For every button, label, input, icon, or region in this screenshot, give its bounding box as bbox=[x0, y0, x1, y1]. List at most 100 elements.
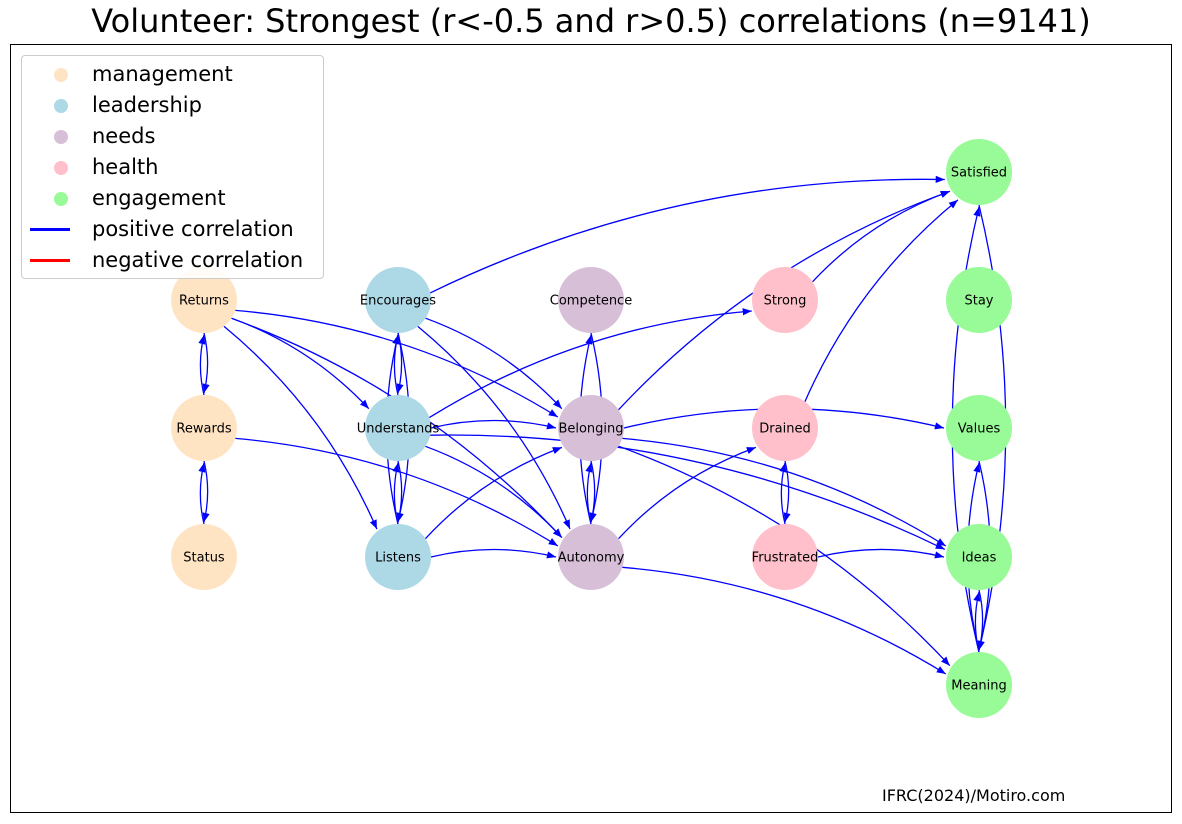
node-circle-autonomy bbox=[558, 524, 624, 590]
legend-marker-leadership bbox=[54, 99, 68, 113]
edge-autonomy-to-drained bbox=[618, 446, 757, 540]
legend-label-leadership: leadership bbox=[92, 93, 202, 117]
node-status: Status bbox=[171, 524, 237, 590]
edge-returns-to-belonging bbox=[235, 309, 559, 418]
legend-label-health: health bbox=[92, 155, 159, 179]
edge-returns-to-understands bbox=[231, 317, 370, 410]
node-understands: Understands bbox=[357, 395, 440, 461]
legend-item-management: management bbox=[22, 59, 322, 90]
legend-label-positive: positive correlation bbox=[92, 217, 294, 241]
edge-returns-to-rewards bbox=[202, 332, 210, 394]
legend-marker-management bbox=[54, 68, 68, 82]
edge-encourages-to-satisfied bbox=[429, 175, 945, 294]
legend-line-negative bbox=[30, 259, 70, 262]
node-stay: Stay bbox=[946, 267, 1012, 333]
edge-ideas-to-meaning bbox=[977, 589, 985, 651]
node-circle-drained bbox=[752, 395, 818, 461]
edge-frustrated-to-ideas bbox=[817, 548, 945, 559]
node-label-rewards: Rewards bbox=[176, 422, 231, 437]
node-frustrated: Frustrated bbox=[752, 524, 819, 590]
node-circle-belonging bbox=[558, 395, 624, 461]
edge-status-to-rewards bbox=[198, 462, 206, 525]
edge-meaning-to-ideas bbox=[973, 591, 981, 653]
node-circle-understands bbox=[365, 395, 431, 461]
edge-belonging-to-ideas bbox=[622, 437, 947, 547]
node-circle-ideas bbox=[946, 524, 1012, 590]
node-label-satisfied: Satisfied bbox=[951, 166, 1007, 181]
node-label-returns: Returns bbox=[179, 294, 229, 309]
credit-text: IFRC(2024)/Motiro.com bbox=[882, 786, 1066, 805]
legend-line-positive bbox=[30, 228, 70, 231]
node-autonomy: Autonomy bbox=[558, 524, 625, 590]
edge-rewards-to-status bbox=[202, 460, 210, 523]
legend-item-positive: positive correlation bbox=[22, 214, 322, 245]
edge-autonomy-to-belonging bbox=[585, 462, 593, 525]
edge-autonomy-to-meaning bbox=[622, 566, 947, 675]
legend-item-negative: negative correlation bbox=[22, 245, 322, 276]
edge-rewards-to-autonomy bbox=[235, 437, 559, 547]
edge-encourages-to-belonging bbox=[425, 317, 563, 410]
node-circle-frustrated bbox=[752, 524, 818, 590]
legend: management leadership needs health engagemen… bbox=[21, 55, 324, 279]
edge-frustrated-to-drained bbox=[779, 462, 787, 525]
node-label-strong: Strong bbox=[764, 294, 807, 309]
node-label-belonging: Belonging bbox=[558, 422, 623, 437]
node-label-frustrated: Frustrated bbox=[752, 551, 819, 566]
edge-drained-to-satisfied bbox=[804, 199, 959, 402]
node-satisfied: Satisfied bbox=[946, 139, 1012, 205]
node-circle-returns bbox=[171, 267, 237, 333]
edge-listens-to-belonging bbox=[424, 446, 563, 540]
node-label-encourages: Encourages bbox=[360, 294, 436, 309]
edge-understands-to-belonging bbox=[430, 419, 557, 430]
edge-listens-to-understands bbox=[392, 462, 400, 525]
node-label-understands: Understands bbox=[357, 422, 440, 437]
edge-understands-to-ideas bbox=[430, 434, 946, 550]
edge-strong-to-satisfied bbox=[812, 190, 951, 283]
diagram-frame bbox=[10, 44, 1172, 813]
diagram-title: Volunteer: Strongest (r<-0.5 and r>0.5) … bbox=[91, 2, 1091, 40]
node-circle-rewards bbox=[171, 395, 237, 461]
edge-understands-to-autonomy bbox=[425, 445, 563, 539]
edge-understands-to-listens bbox=[396, 460, 404, 523]
node-circle-values bbox=[946, 395, 1012, 461]
legend-label-management: management bbox=[92, 62, 233, 86]
edge-drained-to-frustrated bbox=[783, 460, 791, 523]
node-circle-listens bbox=[365, 524, 431, 590]
legend-label-needs: needs bbox=[92, 124, 156, 148]
nodes-layer: Returns Rewards Status Encourages Understand… bbox=[171, 139, 1012, 718]
node-label-competence: Competence bbox=[550, 294, 632, 309]
node-label-drained: Drained bbox=[759, 422, 810, 437]
node-label-autonomy: Autonomy bbox=[558, 551, 625, 566]
legend-label-engagement: engagement bbox=[92, 186, 226, 210]
node-encourages: Encourages bbox=[360, 267, 436, 333]
node-circle-competence bbox=[558, 267, 624, 333]
node-ideas: Ideas bbox=[946, 524, 1012, 590]
edge-belonging-to-autonomy bbox=[589, 460, 597, 523]
legend-label-negative: negative correlation bbox=[92, 248, 304, 272]
node-circle-stay bbox=[946, 267, 1012, 333]
node-circle-status bbox=[171, 524, 237, 590]
legend-marker-needs bbox=[54, 130, 68, 144]
edge-rewards-to-returns bbox=[198, 334, 206, 396]
legend-item-health: health bbox=[22, 152, 322, 183]
node-circle-encourages bbox=[365, 267, 431, 333]
edge-returns-to-listens bbox=[223, 325, 378, 530]
node-listens: Listens bbox=[365, 524, 431, 590]
node-label-meaning: Meaning bbox=[951, 679, 1007, 694]
edge-understands-to-strong bbox=[428, 308, 752, 419]
legend-marker-health bbox=[54, 161, 68, 175]
legend-item-leadership: leadership bbox=[22, 90, 322, 121]
node-label-ideas: Ideas bbox=[962, 551, 997, 566]
edge-encourages-to-autonomy bbox=[417, 325, 571, 530]
node-circle-satisfied bbox=[946, 139, 1012, 205]
node-meaning: Meaning bbox=[946, 652, 1012, 718]
legend-marker-engagement bbox=[54, 192, 68, 206]
legend-item-engagement: engagement bbox=[22, 183, 322, 214]
node-strong: Strong bbox=[752, 267, 818, 333]
edge-listens-to-autonomy bbox=[430, 548, 557, 559]
node-label-listens: Listens bbox=[375, 551, 421, 566]
node-circle-meaning bbox=[946, 652, 1012, 718]
node-belonging: Belonging bbox=[558, 395, 624, 461]
node-drained: Drained bbox=[752, 395, 818, 461]
node-competence: Competence bbox=[550, 267, 632, 333]
